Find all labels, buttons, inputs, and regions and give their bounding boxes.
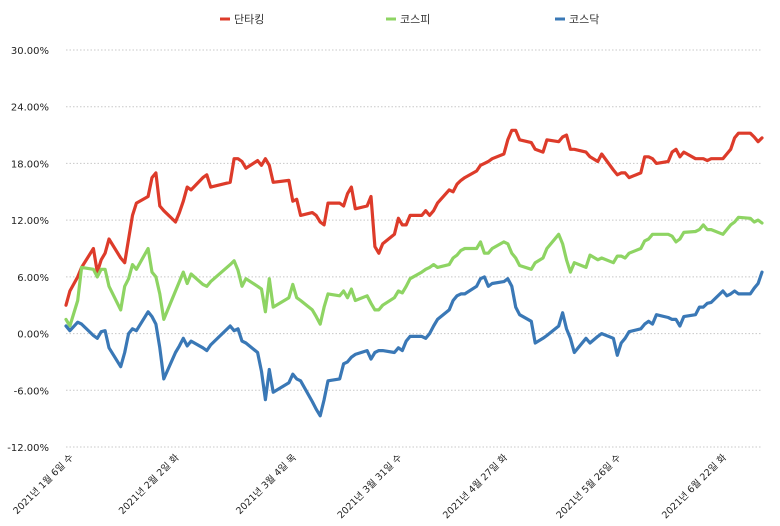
x-tick-label: 2021년 5월 26일 수 bbox=[554, 451, 624, 521]
y-tick-label: -6.00% bbox=[14, 386, 49, 397]
x-tick-label: 2021년 1월 6일 수 bbox=[11, 451, 76, 516]
legend: 단타킹 코스피 코스닥 bbox=[220, 13, 599, 26]
legend-label: 코스닥 bbox=[569, 13, 599, 26]
y-tick-label: 24.00% bbox=[11, 103, 49, 114]
x-tick-label: 2021년 4월 27일 화 bbox=[440, 451, 510, 521]
y-tick-label: -12.00% bbox=[7, 443, 49, 454]
x-tick-label: 2021년 3월 4일 목 bbox=[234, 451, 299, 516]
y-tick-label: 18.00% bbox=[11, 159, 49, 170]
y-tick-label: 0.00% bbox=[17, 330, 49, 341]
series-line-2 bbox=[64, 270, 764, 418]
y-axis-ticks: 30.00% 24.00% 18.00% 12.00% 6.00% 0.00% -6.00%… bbox=[7, 46, 49, 454]
x-axis-ticks: 2021년 1월 6일 수 2021년 2월 2일 화 2021년 3월 4일 목 2… bbox=[11, 451, 729, 521]
x-tick-label: 2021년 2월 2일 화 bbox=[116, 451, 181, 516]
gridlines bbox=[66, 49, 762, 448]
legend-label: 단타킹 bbox=[234, 13, 264, 26]
x-tick-label: 2021년 6월 22일 화 bbox=[659, 451, 729, 521]
series-line-1 bbox=[64, 215, 764, 328]
series-line-0 bbox=[64, 128, 764, 307]
y-tick-label: 6.00% bbox=[17, 273, 49, 284]
series-lines bbox=[64, 128, 764, 418]
legend-label: 코스피 bbox=[400, 13, 430, 26]
x-tick-label: 2021년 3월 31일 수 bbox=[335, 451, 405, 521]
y-tick-label: 30.00% bbox=[11, 46, 49, 57]
y-tick-label: 12.00% bbox=[11, 216, 49, 227]
